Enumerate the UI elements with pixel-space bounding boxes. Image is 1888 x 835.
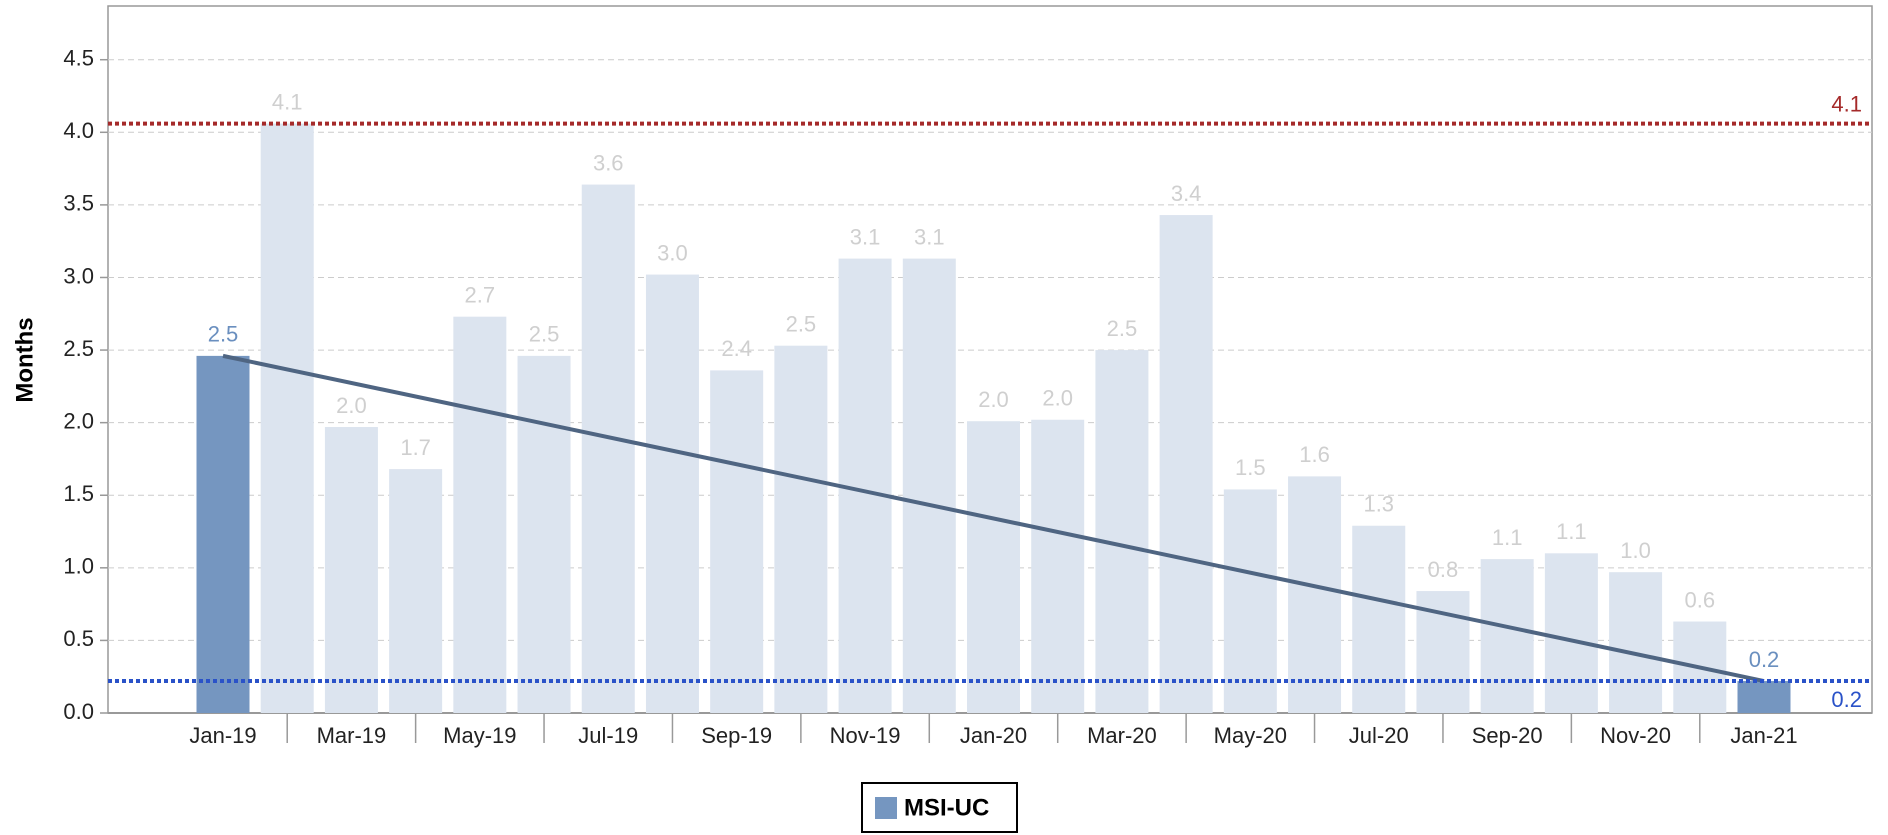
bar (453, 316, 507, 713)
reference-label: 0.2 (1831, 687, 1862, 712)
data-label: 1.0 (1620, 538, 1651, 563)
data-label: 2.4 (721, 336, 752, 361)
data-label: 2.0 (978, 387, 1009, 412)
data-label: 1.6 (1299, 442, 1330, 467)
y-tick-label: 3.0 (63, 263, 94, 288)
trend-line (222, 353, 1765, 684)
data-label: 2.5 (208, 322, 239, 347)
data-label: 2.5 (786, 312, 817, 337)
data-label: 1.3 (1363, 492, 1394, 517)
bar (710, 370, 764, 713)
bar (967, 421, 1020, 713)
data-label: 0.8 (1428, 557, 1459, 582)
x-tick-label: Nov-19 (830, 723, 901, 748)
x-tick-label: Sep-19 (701, 723, 772, 748)
y-tick-label: 2.0 (63, 408, 94, 433)
bar (1095, 350, 1149, 713)
y-tick-label: 2.5 (63, 336, 94, 361)
bar (581, 184, 635, 713)
bar (1159, 215, 1213, 713)
data-label: 1.5 (1235, 455, 1266, 480)
y-tick-label: 4.5 (63, 46, 94, 71)
x-tick-label: Jul-20 (1349, 723, 1409, 748)
x-tick-label: Sep-20 (1472, 723, 1543, 748)
data-label: 2.0 (336, 393, 367, 418)
y-tick-label: 3.5 (63, 191, 94, 216)
bar (902, 258, 956, 713)
bar (1737, 681, 1791, 713)
reference-label: 4.1 (1831, 91, 1862, 116)
bar (517, 355, 571, 713)
data-label: 3.0 (657, 240, 688, 265)
y-tick-label: 1.0 (63, 554, 94, 579)
x-tick-label: Mar-19 (317, 723, 387, 748)
data-label: 1.1 (1556, 519, 1587, 544)
y-tick-label: 0.5 (63, 626, 94, 651)
data-label: 2.0 (1042, 386, 1073, 411)
bar (774, 345, 828, 713)
bar (389, 469, 443, 713)
y-tick-label: 4.0 (63, 118, 94, 143)
x-tick-label: Mar-20 (1087, 723, 1157, 748)
bar (1288, 476, 1342, 713)
y-axis-title: Months (11, 317, 38, 402)
data-label: 0.6 (1684, 587, 1715, 612)
bar (1480, 559, 1534, 713)
x-tick-label: May-20 (1214, 723, 1287, 748)
bar (260, 123, 314, 714)
data-label: 3.1 (914, 224, 945, 249)
bar (196, 355, 250, 713)
data-label: 3.1 (850, 224, 881, 249)
x-tick-label: Jan-19 (189, 723, 256, 748)
data-label: 4.1 (272, 89, 303, 114)
bar (1609, 572, 1663, 713)
x-tick-label: Jul-19 (578, 723, 638, 748)
data-label: 0.2 (1749, 647, 1780, 672)
legend-label: MSI-UC (904, 794, 989, 821)
bar (1223, 489, 1277, 713)
data-label: 1.7 (400, 435, 431, 460)
data-label: 3.6 (593, 150, 624, 175)
bar (324, 427, 378, 713)
legend-swatch (875, 797, 897, 819)
bar (1544, 553, 1598, 713)
x-tick-label: Nov-20 (1600, 723, 1671, 748)
bar (1031, 419, 1085, 713)
bar (1352, 525, 1406, 713)
data-label: 2.5 (529, 322, 560, 347)
data-label: 3.4 (1171, 181, 1202, 206)
data-label: 1.1 (1492, 525, 1523, 550)
bar (645, 274, 699, 713)
y-tick-label: 1.5 (63, 481, 94, 506)
x-tick-label: Jan-20 (960, 723, 1027, 748)
x-tick-label: Jan-21 (1730, 723, 1797, 748)
x-tick-label: May-19 (443, 723, 516, 748)
data-label: 2.7 (465, 282, 496, 307)
y-tick-label: 0.0 (63, 699, 94, 724)
data-label: 2.5 (1107, 316, 1138, 341)
